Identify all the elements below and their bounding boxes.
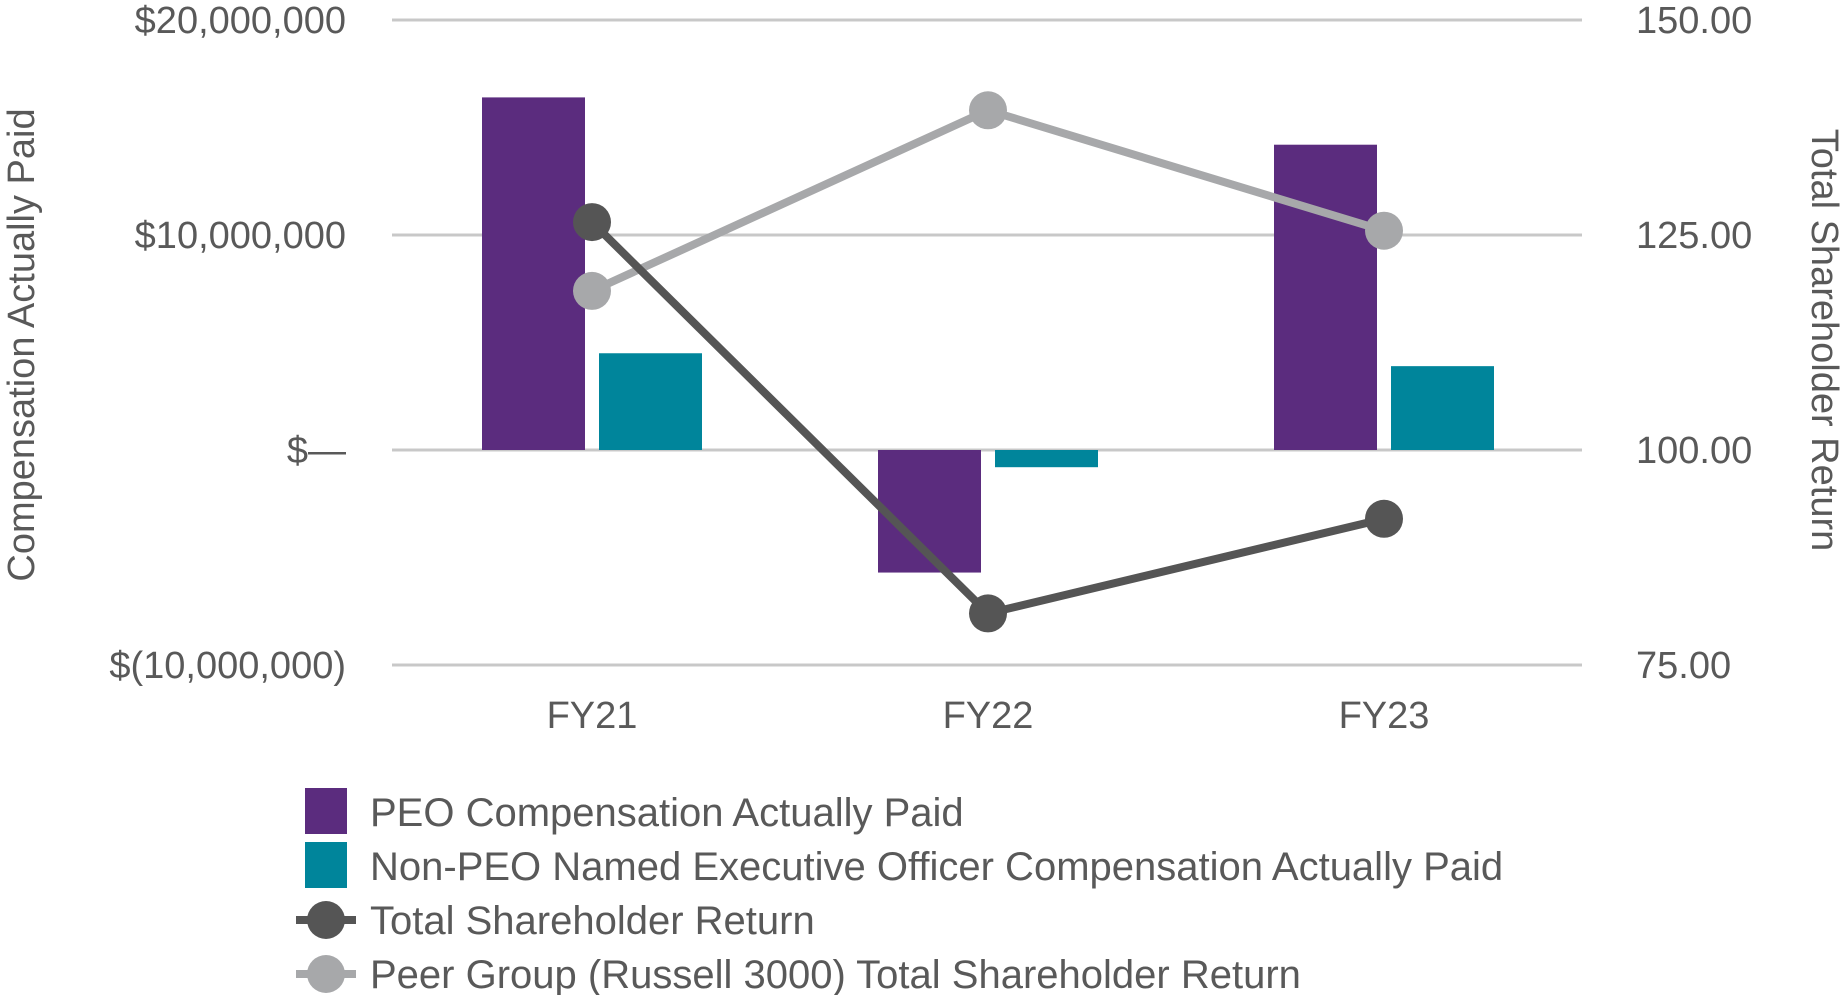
- left-axis-ticks: $20,000,000 $10,000,000 $— $(10,000,000): [109, 0, 346, 687]
- peo-bar-fy21: [482, 97, 585, 451]
- non-peo-bar-fy21: [599, 353, 702, 450]
- right-axis-ticks: 150.00 125.00 100.00 75.00: [1636, 0, 1752, 687]
- left-axis-title: Compensation Actually Paid: [1, 108, 43, 581]
- left-tick-label: $10,000,000: [135, 215, 346, 257]
- legend-marker-tsr: [307, 901, 345, 939]
- category-label: FY21: [547, 695, 638, 737]
- legend-swatch-peo: [305, 788, 347, 834]
- bars: [482, 97, 1494, 573]
- tsr-point-fy21: [573, 203, 611, 242]
- tsr-line: [589, 219, 1385, 618]
- legend-label: Non-PEO Named Executive Officer Compensa…: [370, 845, 1503, 889]
- legend-swatch-non-peo: [305, 842, 347, 888]
- tsr-point-fy23: [1365, 499, 1403, 538]
- right-axis-title: Total Shareholder Return: [1803, 129, 1845, 551]
- non-peo-bar-fy22: [995, 450, 1098, 468]
- left-tick-label: $—: [287, 430, 346, 472]
- right-tick-label: 125.00: [1636, 215, 1752, 257]
- legend-label: Peer Group (Russell 3000) Total Sharehol…: [370, 953, 1301, 995]
- peer-tsr-point-fy22: [969, 91, 1007, 130]
- category-label: FY22: [943, 695, 1034, 737]
- peer-tsr-point-fy23: [1365, 211, 1403, 250]
- non-peo-bar-fy23: [1391, 366, 1494, 450]
- legend-marker-peer-tsr: [307, 955, 345, 993]
- legend-label: PEO Compensation Actually Paid: [370, 791, 964, 835]
- category-label: FY23: [1339, 695, 1430, 737]
- peer-tsr-point-fy21: [573, 271, 611, 310]
- lines: [573, 91, 1403, 633]
- peer-tsr-line: [590, 106, 1386, 295]
- peo-bar-fy23: [1274, 144, 1377, 450]
- left-tick-label: $(10,000,000): [109, 645, 346, 687]
- legend-label: Total Shareholder Return: [370, 899, 815, 943]
- right-tick-label: 75.00: [1636, 645, 1731, 687]
- tsr-point-fy22: [969, 594, 1007, 633]
- right-tick-label: 100.00: [1636, 430, 1752, 472]
- right-tick-label: 150.00: [1636, 0, 1752, 42]
- legend: PEO Compensation Actually Paid Non-PEO Na…: [296, 788, 1503, 995]
- left-tick-label: $20,000,000: [135, 0, 346, 42]
- category-labels: FY21 FY22 FY23: [547, 695, 1430, 737]
